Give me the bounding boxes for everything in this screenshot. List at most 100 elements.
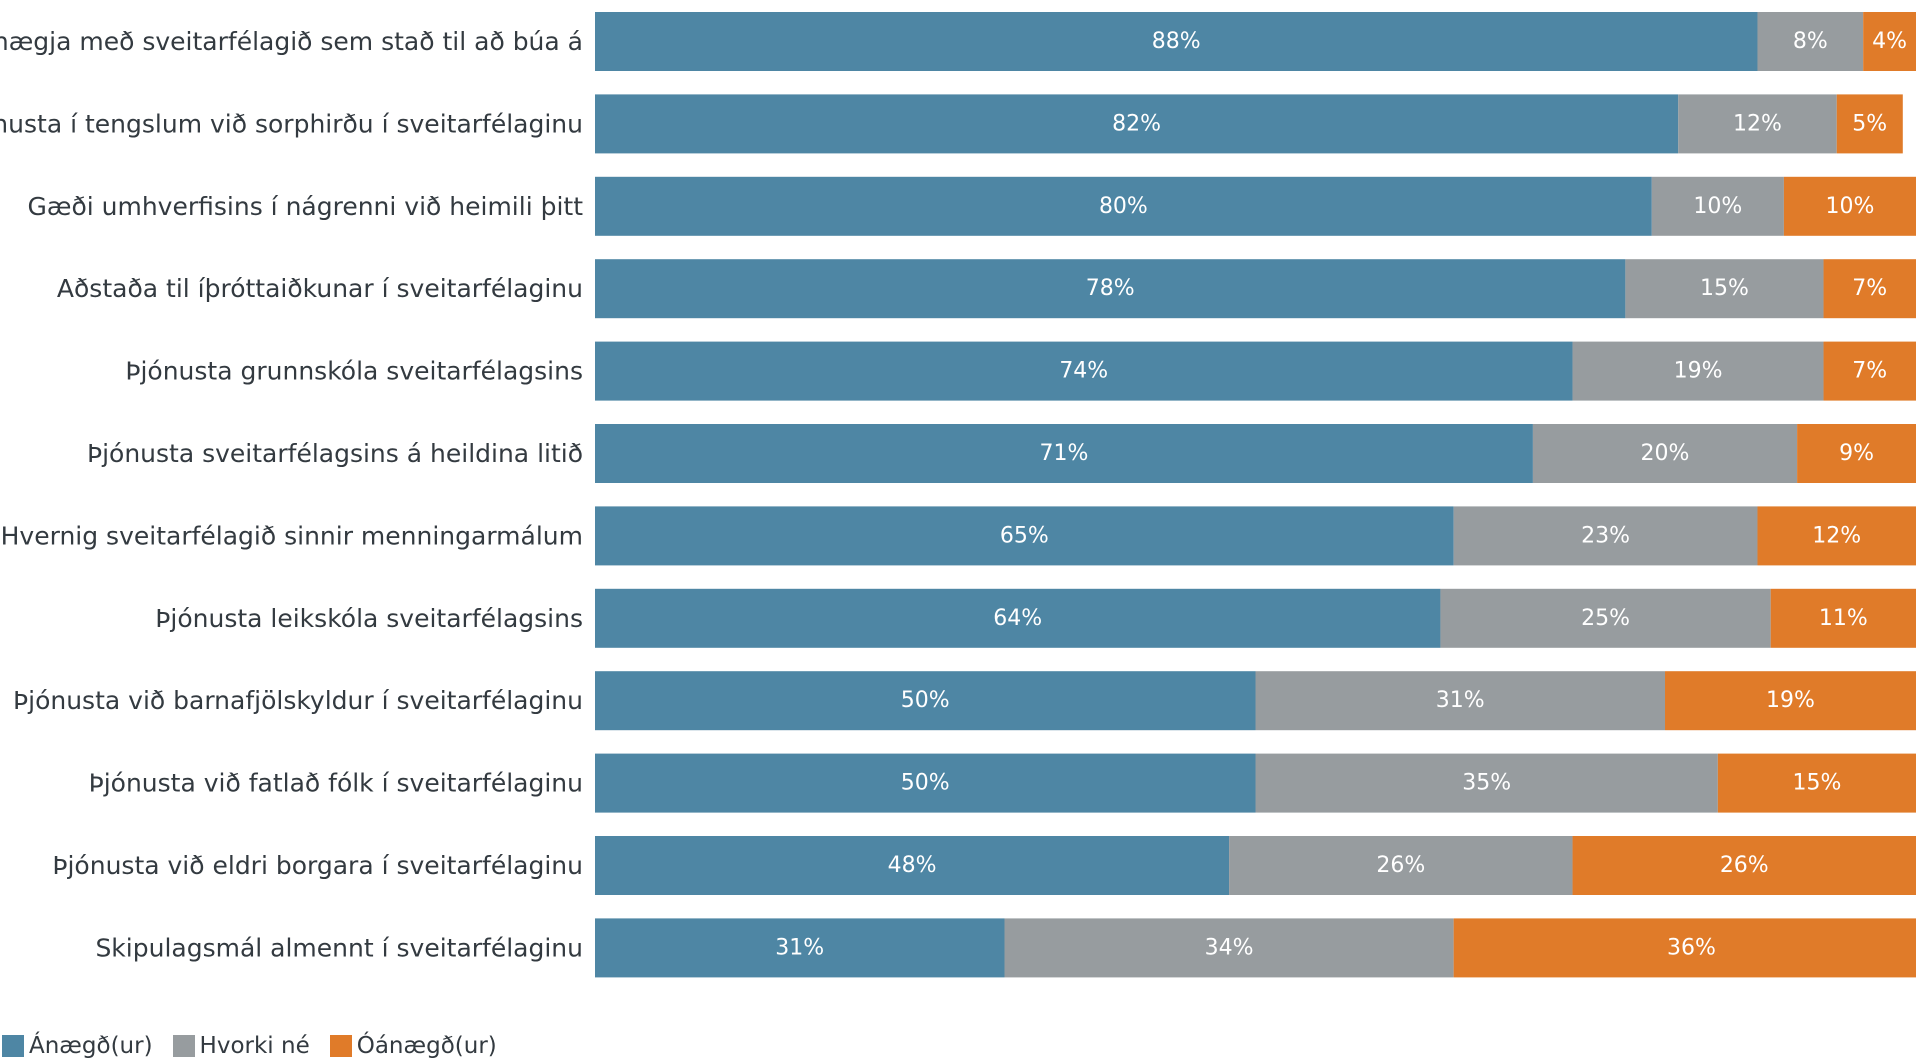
bar-segment-neutral [1453,506,1758,566]
value-label-satisfied: 64% [993,606,1042,631]
bar-segment-dissatisfied [1836,94,1903,154]
legend-label-neutral: Hvorki né [199,1033,310,1059]
bar-row: Þjónusta við eldri borgara í sveitarféla… [52,836,1916,895]
value-label-dissatisfied: 7% [1852,359,1887,384]
value-label-satisfied: 48% [888,853,937,878]
value-label-satisfied: 80% [1099,194,1148,219]
legend-label-dissatisfied: Óánægð(ur) [356,1033,497,1059]
bar-segment-neutral [1651,176,1784,236]
bar-row: Heildaránægja með sveitarfélagið sem sta… [0,12,1916,71]
legend-item-neutral: Hvorki né [172,1033,310,1059]
bar-segment-satisfied [595,259,1626,319]
bar-segment-dissatisfied [1770,588,1916,648]
bar-row: Gæði umhverfisins í nágrenni við heimili… [28,176,1916,236]
legend-item-satisfied: Ánægð(ur) [2,1033,153,1059]
legend-swatch-neutral [172,1035,195,1057]
value-label-neutral: 23% [1581,523,1630,548]
value-label-satisfied: 31% [775,935,824,960]
value-label-dissatisfied: 7% [1852,276,1887,301]
legend-swatch-dissatisfied [329,1035,352,1057]
bar-segment-satisfied [595,424,1533,483]
bar-row: Þjónusta grunnskóla sveitarfélagsins 74% 1… [125,341,1916,401]
bar-row: Þjónusta í tengslum við sorphirðu í svei… [0,94,1903,154]
category-label: Þjónusta við fatlað fólk í sveitarfélagi… [89,769,583,798]
bar-segment-satisfied [595,671,1256,731]
category-label: Þjónusta við eldri borgara í sveitarféla… [52,851,583,880]
value-label-neutral: 26% [1376,853,1425,878]
value-label-dissatisfied: 9% [1839,441,1874,466]
bar-segment-neutral [1572,341,1824,401]
bar-segment-neutral [1229,836,1573,895]
legend: Ánægð(ur) Hvorki né Óánægð(ur) [2,1033,517,1059]
bar-row: Þjónusta sveitarfélagsins á heildina lit… [87,424,1916,483]
bar-segment-dissatisfied [1665,671,1916,731]
value-label-neutral: 34% [1205,935,1254,960]
bar-row: Þjónusta leikskóla sveitarfélagsins 64% 25… [155,588,1916,648]
bar-row: Aðstaða til íþróttaiðkunar í sveitarféla… [57,259,1916,319]
bar-row: Þjónusta við fatlað fólk í sveitarfélagi… [89,753,1916,813]
value-label-dissatisfied: 26% [1720,853,1769,878]
bar-segment-dissatisfied [1823,341,1916,401]
stacked-bar-chart: Heildaránægja með sveitarfélagið sem sta… [0,12,1916,978]
bar-segment-neutral [1255,671,1666,731]
value-label-satisfied: 78% [1086,276,1135,301]
value-label-neutral: 8% [1793,29,1828,54]
value-label-neutral: 31% [1436,688,1485,713]
legend-label-satisfied: Ánægð(ur) [29,1033,153,1059]
bar-row: Þjónusta við barnafjölskyldur í sveitarf… [13,671,1916,731]
value-label-dissatisfied: 15% [1792,771,1841,796]
value-label-dissatisfied: 5% [1852,111,1887,136]
bar-segment-dissatisfied [1453,918,1916,978]
value-label-neutral: 20% [1641,441,1690,466]
value-label-dissatisfied: 36% [1667,935,1716,960]
value-label-neutral: 19% [1674,359,1723,384]
value-label-dissatisfied: 19% [1766,688,1815,713]
bar-segment-satisfied [595,753,1256,813]
bar-segment-satisfied [595,176,1652,236]
category-label: Þjónusta leikskóla sveitarfélagsins [155,604,583,633]
value-label-dissatisfied: 11% [1819,606,1868,631]
category-label: Skipulagsmál almennt í sveitarfélaginu [95,933,583,962]
value-label-satisfied: 65% [1000,523,1049,548]
bar-segment-neutral [1757,12,1864,71]
value-label-neutral: 12% [1733,111,1782,136]
bar-segment-satisfied [595,94,1679,154]
bar-segment-dissatisfied [1757,506,1916,566]
value-label-neutral: 15% [1700,276,1749,301]
category-label: Þjónusta sveitarfélagsins á heildina lit… [87,439,583,468]
value-label-satisfied: 82% [1112,111,1161,136]
bar-segment-satisfied [595,918,1005,978]
category-label: Heildaránægja með sveitarfélagið sem sta… [0,27,583,56]
bar-segment-dissatisfied [1783,176,1916,236]
value-label-satisfied: 88% [1152,29,1201,54]
value-label-dissatisfied: 4% [1872,29,1907,54]
value-label-neutral: 35% [1462,771,1511,796]
value-label-satisfied: 74% [1059,359,1108,384]
value-label-satisfied: 71% [1040,441,1089,466]
category-label: Þjónusta grunnskóla sveitarfélagsins [125,357,583,386]
category-label: Þjónusta við barnafjölskyldur í sveitarf… [13,686,583,715]
bar-segment-satisfied [595,341,1573,401]
bar-segment-dissatisfied [1863,12,1916,71]
bar-segment-satisfied [595,12,1758,71]
bar-segment-neutral [1004,918,1454,978]
bar-row: Skipulagsmál almennt í sveitarfélaginu 31… [95,918,1916,978]
legend-swatch-satisfied [2,1035,24,1057]
category-label: Þjónusta í tengslum við sorphirðu í svei… [0,109,583,138]
category-label: Gæði umhverfisins í nágrenni við heimili… [28,192,584,221]
category-label: Hvernig sveitarfélagið sinnir menningarm… [1,521,583,550]
value-label-dissatisfied: 10% [1825,194,1874,219]
value-label-satisfied: 50% [901,771,950,796]
bar-segment-dissatisfied [1823,259,1916,319]
bar-segment-neutral [1678,94,1837,154]
bar-segment-satisfied [595,506,1454,566]
value-label-neutral: 10% [1693,194,1742,219]
value-label-neutral: 25% [1581,606,1630,631]
bar-segment-dissatisfied [1797,424,1916,483]
bar-segment-dissatisfied [1572,836,1916,895]
bar-segment-dissatisfied [1717,753,1916,813]
value-label-dissatisfied: 12% [1812,523,1861,548]
bar-segment-satisfied [595,836,1230,895]
bar-segment-neutral [1532,424,1798,483]
legend-item-dissatisfied: Óánægð(ur) [329,1033,497,1059]
